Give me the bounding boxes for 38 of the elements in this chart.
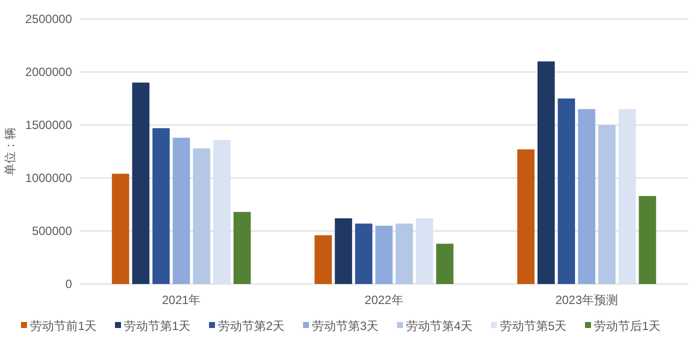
y-tick-label: 1500000: [25, 118, 72, 132]
legend-label: 劳动节后1天: [594, 319, 661, 333]
bar: [375, 226, 393, 284]
bar: [213, 140, 230, 284]
bar: [314, 235, 332, 284]
y-tick-label: 500000: [32, 224, 72, 238]
legend-label: 劳动节第3天: [312, 319, 379, 333]
legend-label: 劳动节第4天: [406, 319, 473, 333]
y-tick-label: 2000000: [25, 65, 72, 79]
bar: [517, 149, 534, 284]
legend-label: 劳动节第5天: [500, 319, 567, 333]
bar: [416, 218, 434, 284]
legend-label: 劳动节第2天: [218, 319, 285, 333]
bar: [638, 196, 656, 284]
x-tick-label: 2021年: [162, 293, 201, 307]
bar: [132, 82, 150, 284]
bar: [172, 138, 190, 284]
bar: [436, 244, 454, 284]
bar: [334, 218, 352, 284]
bar: [396, 224, 413, 284]
legend-label: 劳动节前1天: [30, 319, 97, 333]
y-axis-title: 单位：辆: [3, 128, 17, 176]
x-tick-label: 2022年: [364, 293, 404, 307]
bar: [578, 109, 596, 284]
legend-label: 劳动节第1天: [124, 319, 191, 333]
y-tick-label: 0: [65, 277, 72, 291]
bar: [112, 174, 130, 284]
y-tick-label: 2500000: [25, 12, 72, 26]
x-tick-label: 2023年预测: [555, 293, 618, 307]
bar: [558, 98, 576, 284]
y-tick-label: 1000000: [25, 171, 72, 185]
bar: [355, 224, 372, 284]
bar: [152, 128, 170, 284]
bar: [618, 109, 636, 284]
bar: [234, 212, 251, 284]
bar: [538, 61, 555, 284]
bar: [192, 148, 210, 284]
bar: [598, 125, 616, 284]
